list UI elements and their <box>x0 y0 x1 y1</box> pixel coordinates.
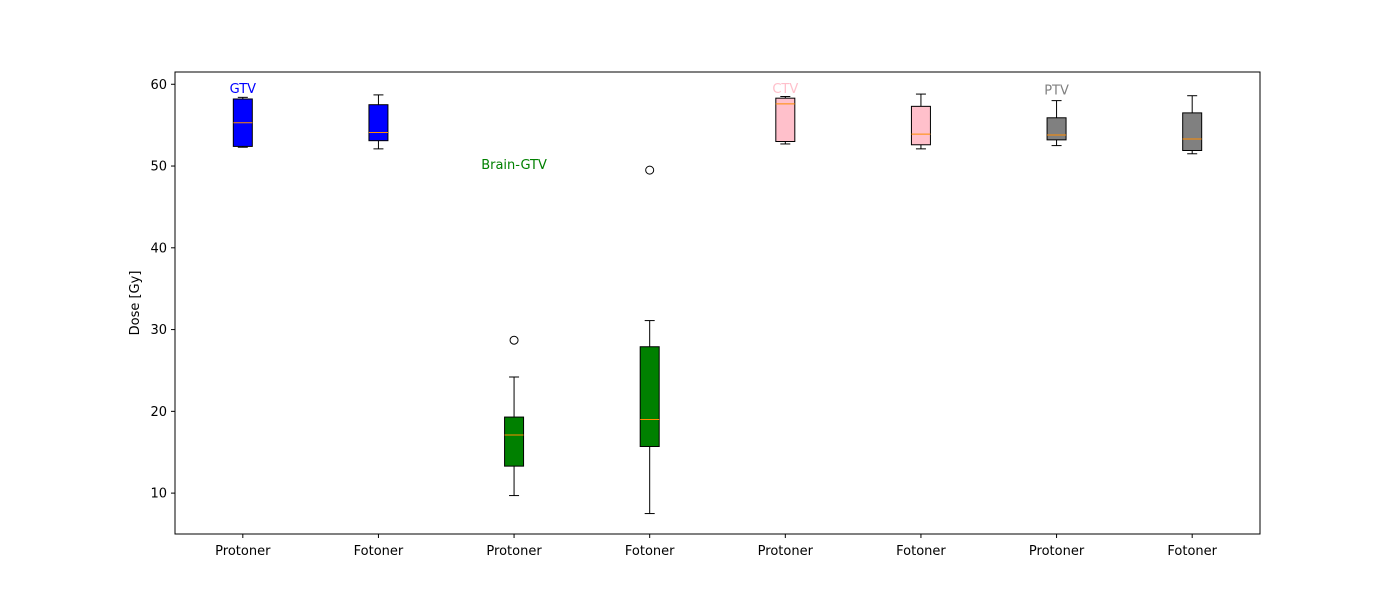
x-tick-label: Fotoner <box>625 544 675 559</box>
box-4 <box>775 96 796 145</box>
x-tick-label: Protoner <box>215 544 271 559</box>
y-tick-label: 50 <box>150 160 167 175</box>
axes-frame <box>174 71 1261 535</box>
box-0 <box>232 96 253 148</box>
box-iqr <box>1182 112 1203 151</box>
y-axis-label: Dose [Gy] <box>128 271 143 336</box>
group-label: Brain-GTV <box>481 158 547 173</box>
outlier-point <box>645 165 655 175</box>
plot-area <box>232 93 1203 515</box>
x-tick-label: Fotoner <box>896 544 946 559</box>
x-axis: Protoner Fotoner Protoner Fotoner Protoner Fo… <box>215 534 1218 559</box>
box-3 <box>639 165 660 515</box>
box-6 <box>1046 100 1067 147</box>
box-iqr <box>1046 117 1067 141</box>
box-5 <box>910 93 931 150</box>
group-label: PTV <box>1044 83 1069 98</box>
box-iqr <box>639 346 660 448</box>
y-axis: 10 20 30 40 50 60 <box>150 78 175 502</box>
box-iqr <box>504 416 525 467</box>
x-tick-label: Protoner <box>486 544 542 559</box>
outlier-point <box>509 335 519 345</box>
box-iqr <box>910 105 931 146</box>
box-iqr <box>775 97 796 143</box>
y-tick-label: 20 <box>150 405 167 420</box>
y-tick-label: 60 <box>150 78 167 93</box>
x-tick-label: Protoner <box>758 544 814 559</box>
box-1 <box>368 94 389 150</box>
group-label: GTV <box>230 82 257 97</box>
y-tick-label: 30 <box>150 323 167 338</box>
x-tick-label: Fotoner <box>354 544 404 559</box>
box-7 <box>1182 95 1203 155</box>
group-labels: GTV Brain-GTV CTV PTV <box>230 82 1069 173</box>
y-tick-label: 10 <box>150 487 167 502</box>
y-tick-label: 40 <box>150 241 167 256</box>
x-tick-label: Fotoner <box>1167 544 1217 559</box>
x-tick-label: Protoner <box>1029 544 1085 559</box>
box-iqr <box>368 104 389 142</box>
box-2 <box>504 335 525 497</box>
group-label: CTV <box>772 82 798 97</box>
